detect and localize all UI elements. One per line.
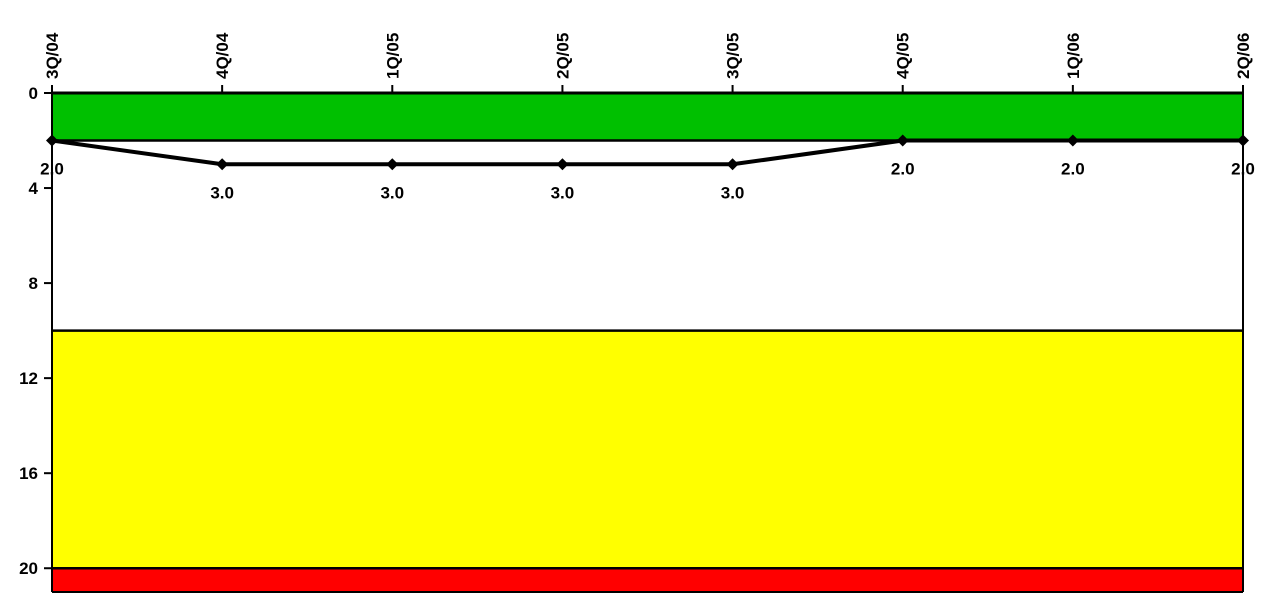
y-tick-label: 16: [19, 464, 38, 483]
band-3: [52, 568, 1243, 592]
y-tick-label: 12: [19, 369, 38, 388]
data-point: [386, 158, 399, 171]
data-point: [556, 158, 569, 171]
series-line: [51, 138, 1243, 167]
axes-layer: [51, 91, 1244, 592]
y-tick-label: 0: [29, 84, 38, 103]
data-label: 2.0: [40, 160, 64, 179]
y-ticks-layer: 0 4 8 12 16 20: [19, 84, 52, 578]
data-point: [216, 158, 229, 171]
x-tick-label: 2Q/05: [553, 33, 572, 79]
band-1: [52, 140, 1243, 331]
data-point: [896, 134, 909, 147]
x-ticks-layer: 3Q/04 4Q/04 1Q/05 2Q/05 3Q/05 4Q/05 1Q/06 2Q/06: [43, 32, 1253, 93]
data-label: 2.0: [1231, 160, 1255, 179]
data-label: 3.0: [721, 183, 745, 202]
x-tick-label: 1Q/06: [1064, 33, 1083, 79]
data-label: 3.0: [210, 183, 234, 202]
data-point: [1237, 134, 1249, 147]
y-tick-label: 20: [19, 559, 38, 578]
y-tick-label: 8: [29, 274, 38, 293]
data-point: [1066, 134, 1079, 147]
x-tick-label: 4Q/05: [894, 33, 913, 79]
y-tick-label: 4: [29, 179, 39, 198]
data-label: 2.0: [1061, 160, 1085, 179]
band-2: [52, 330, 1243, 569]
x-tick-label: 3Q/04: [43, 32, 62, 79]
x-tick-label: 3Q/05: [724, 33, 743, 79]
band-0: [52, 93, 1243, 141]
labels-layer: 2.0 3.0 3.0 3.0 3.0 2.0 2.0 2.0: [40, 160, 1255, 203]
data-label: 3.0: [551, 183, 575, 202]
x-tick-label: 2Q/06: [1234, 33, 1253, 79]
data-point: [726, 158, 739, 171]
x-tick-label: 1Q/05: [383, 33, 402, 79]
data-point: [46, 134, 58, 147]
x-tick-label: 4Q/04: [213, 32, 232, 79]
bands-layer: [52, 93, 1243, 592]
series-layer: [46, 134, 1249, 171]
data-label: 3.0: [380, 183, 404, 202]
data-label: 2.0: [891, 160, 915, 179]
